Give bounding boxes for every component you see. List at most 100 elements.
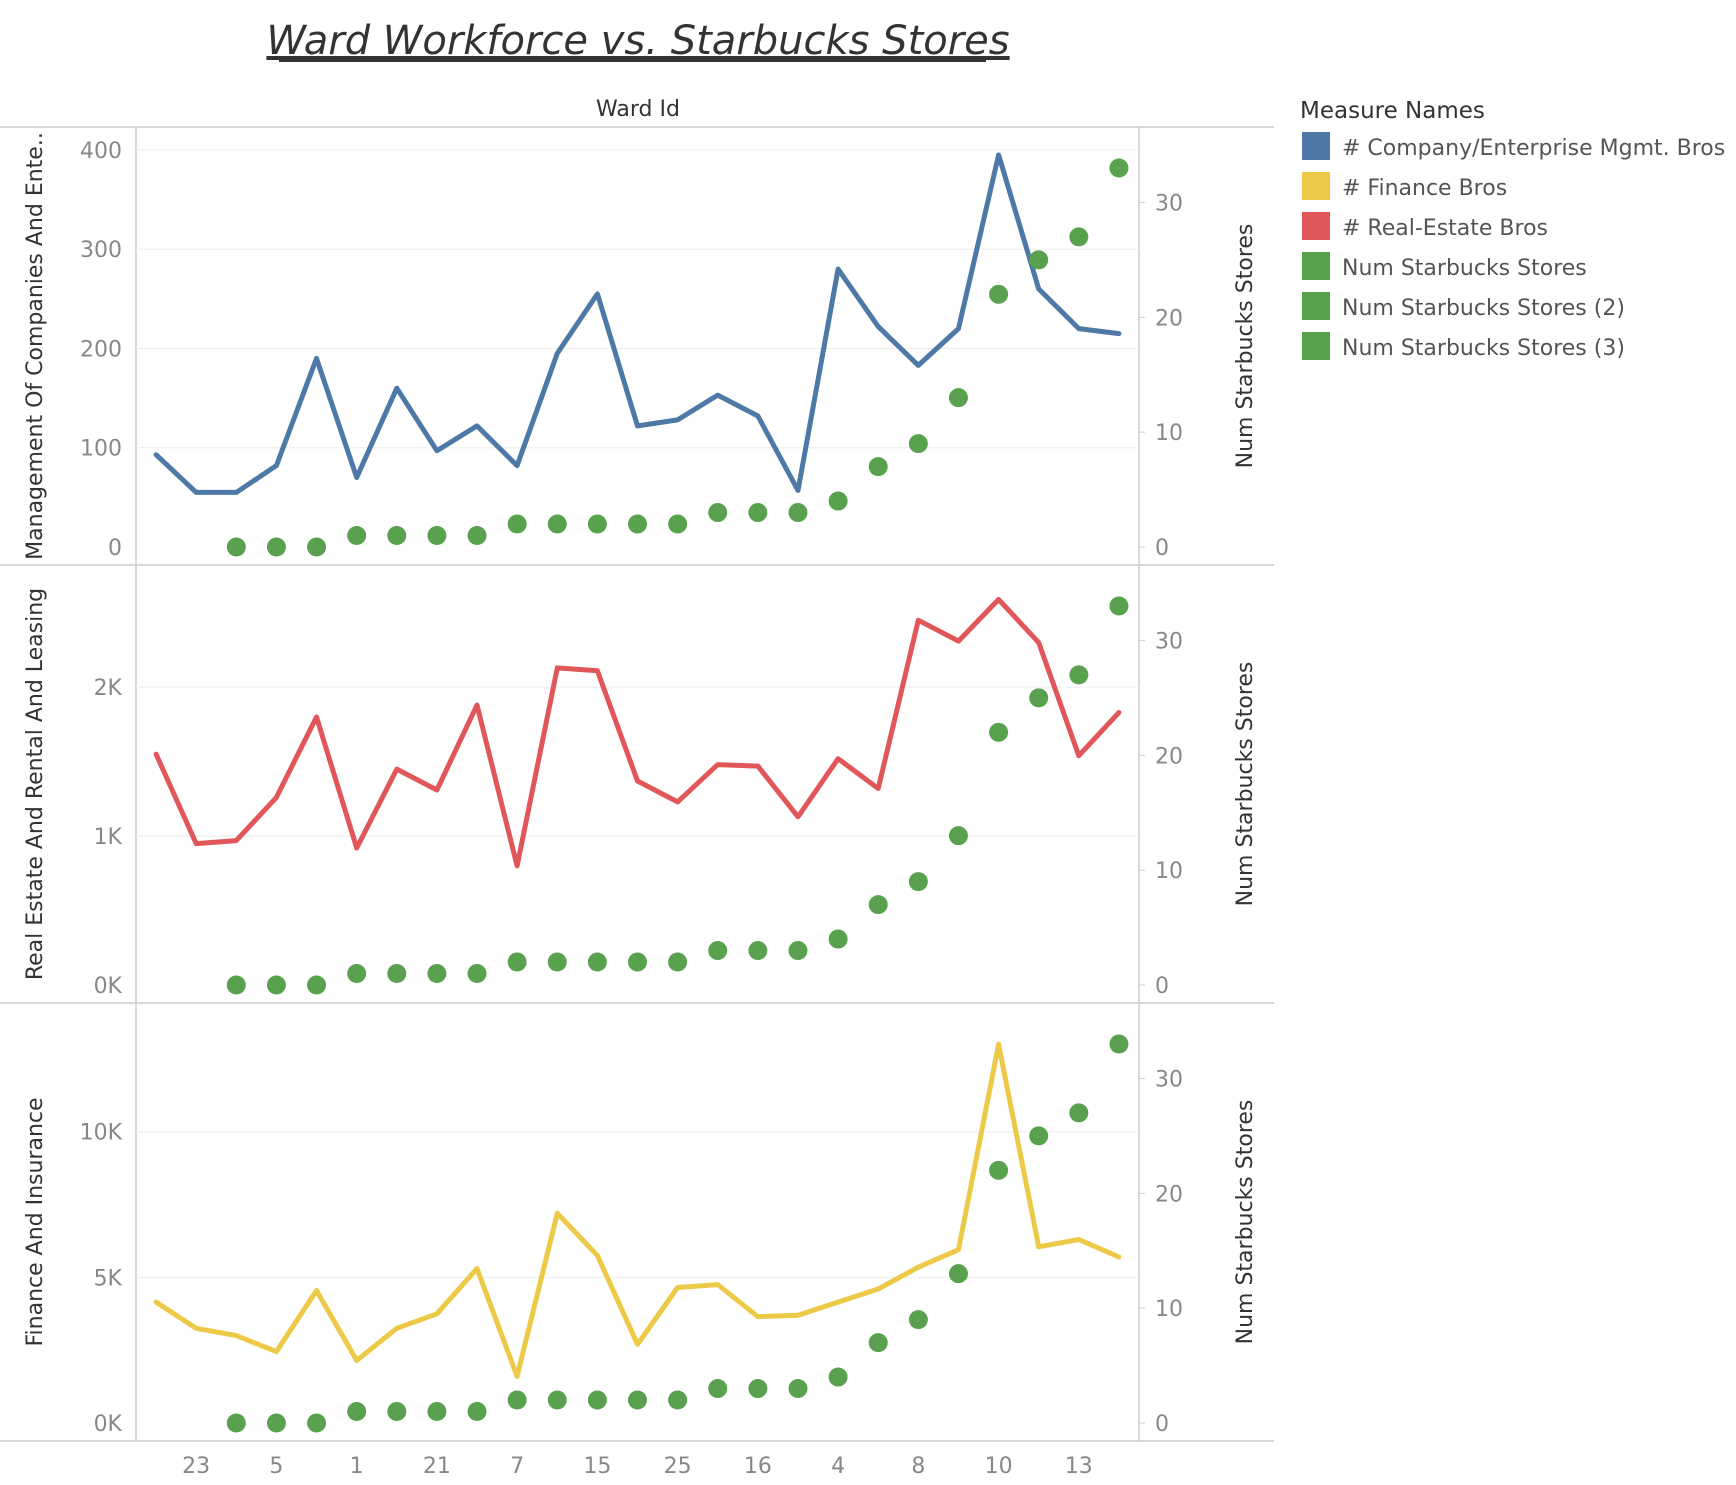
starbucks-point — [628, 952, 647, 972]
legend: Measure Names # Company/Enterprise Mgmt.… — [1300, 98, 1725, 361]
legend-title: Measure Names — [1300, 98, 1485, 124]
starbucks-point — [226, 537, 246, 557]
starbucks-point — [828, 491, 848, 511]
y-tick-label: 0K — [94, 974, 123, 999]
starbucks-point — [427, 526, 447, 546]
starbucks-point — [547, 1390, 567, 1410]
starbucks-point — [1029, 250, 1049, 270]
starbucks-point — [948, 388, 968, 408]
legend-swatch — [1302, 252, 1330, 280]
starbucks-point — [547, 952, 567, 972]
starbucks-point — [708, 1379, 728, 1399]
legend-swatch — [1302, 212, 1330, 240]
starbucks-point — [748, 941, 768, 961]
starbucks-point — [748, 1379, 768, 1399]
starbucks-point — [708, 941, 728, 961]
starbucks-point — [948, 826, 968, 846]
starbucks-point — [828, 1367, 848, 1387]
x-tick-label: 4 — [831, 1454, 845, 1479]
starbucks-point — [387, 1402, 407, 1422]
x-tick-label: 25 — [664, 1454, 692, 1479]
y2-tick-label: 10 — [1155, 1297, 1183, 1322]
starbucks-point — [908, 872, 928, 892]
y2-tick-label: 30 — [1155, 629, 1183, 654]
legend-swatch — [1302, 172, 1330, 200]
starbucks-point — [307, 1413, 327, 1433]
starbucks-point — [427, 964, 447, 984]
starbucks-point — [989, 722, 1009, 742]
y-tick-label: 1K — [94, 825, 123, 850]
starbucks-point — [868, 1333, 888, 1353]
starbucks-point — [788, 503, 808, 523]
y-tick-label: 10K — [80, 1121, 123, 1146]
starbucks-point — [828, 929, 848, 949]
y2-tick-label: 0 — [1155, 536, 1169, 561]
x-tick-label: 8 — [911, 1454, 925, 1479]
y-tick-label: 400 — [80, 139, 122, 164]
y2-tick-label: 10 — [1155, 421, 1183, 446]
series-line-company — [153, 152, 1122, 495]
starbucks-point — [1029, 688, 1049, 708]
y-tick-label: 0 — [108, 536, 122, 561]
column-header: Ward Id — [596, 97, 680, 122]
starbucks-point — [387, 526, 407, 546]
starbucks-point — [868, 895, 888, 915]
y-tick-label: 0K — [94, 1412, 123, 1437]
y-axis-title: Management Of Companies And Ente.. — [23, 132, 48, 560]
starbucks-point — [587, 514, 607, 534]
starbucks-point — [1109, 596, 1129, 616]
starbucks-point — [668, 952, 688, 972]
starbucks-point — [467, 1402, 487, 1422]
starbucks-point — [989, 284, 1009, 304]
legend-item-label: Num Starbucks Stores (2) — [1342, 296, 1625, 321]
y-tick-label: 200 — [80, 337, 122, 362]
starbucks-point — [226, 975, 246, 995]
starbucks-point — [307, 537, 327, 557]
panel-finance: 0K 5K 10K 0 10 20 30 Finance And Insurance Num S… — [23, 1034, 1258, 1437]
x-tick-label: 1 — [350, 1454, 364, 1479]
y2-tick-label: 30 — [1155, 191, 1183, 216]
starbucks-point — [1069, 227, 1089, 247]
starbucks-point — [467, 526, 487, 546]
y2-tick-label: 20 — [1155, 744, 1183, 769]
legend-item-label: # Company/Enterprise Mgmt. Bros — [1342, 136, 1725, 161]
x-tick-label: 7 — [510, 1454, 524, 1479]
legend-swatch — [1302, 332, 1330, 360]
y2-tick-label: 0 — [1155, 1412, 1169, 1437]
starbucks-point — [1069, 665, 1089, 685]
starbucks-point — [507, 952, 527, 972]
legend-item-label: Num Starbucks Stores — [1342, 256, 1587, 281]
starbucks-point — [1109, 158, 1129, 178]
legend-item-label: # Real-Estate Bros — [1342, 216, 1548, 241]
legend-item-label: # Finance Bros — [1342, 176, 1507, 201]
y2-tick-label: 30 — [1155, 1067, 1183, 1092]
y-tick-label: 2K — [94, 676, 123, 701]
y-axis-title: Real Estate And Rental And Leasing — [23, 588, 48, 980]
panel-company: 0 100 200 300 400 0 10 20 30 Management Of Compan… — [23, 132, 1258, 561]
starbucks-point — [507, 1390, 527, 1410]
starbucks-point — [628, 1390, 647, 1410]
y-tick-label: 300 — [80, 238, 122, 263]
x-axis: 23 5 1 21 7 15 25 16 4 8 10 13 — [182, 1454, 1093, 1479]
starbucks-point — [266, 975, 286, 995]
starbucks-point — [1029, 1126, 1049, 1146]
starbucks-point — [266, 537, 286, 557]
y2-axis-title: Num Starbucks Stores — [1233, 1100, 1258, 1345]
starbucks-point — [628, 514, 647, 534]
legend-swatch — [1302, 292, 1330, 320]
series-line-realestate — [153, 596, 1122, 869]
starbucks-point — [587, 1390, 607, 1410]
y2-axis-title: Num Starbucks Stores — [1233, 662, 1258, 907]
y2-tick-label: 10 — [1155, 859, 1183, 884]
starbucks-point — [989, 1160, 1009, 1180]
x-tick-label: 5 — [269, 1454, 283, 1479]
starbucks-point — [788, 941, 808, 961]
starbucks-point — [708, 503, 728, 523]
y-tick-label: 5K — [94, 1266, 123, 1291]
starbucks-point — [948, 1264, 968, 1284]
starbucks-point — [226, 1413, 246, 1433]
starbucks-point — [507, 514, 527, 534]
chart-frame — [0, 126, 1274, 1442]
starbucks-point — [587, 952, 607, 972]
